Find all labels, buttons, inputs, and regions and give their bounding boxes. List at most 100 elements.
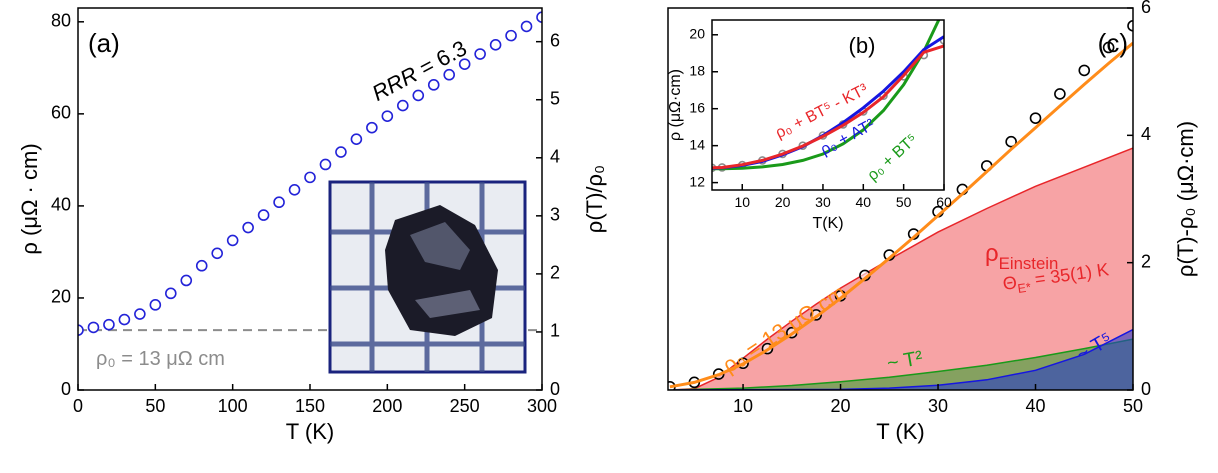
y2-tick-label: 6 <box>1141 0 1151 17</box>
y-tick-label: 12 <box>689 173 705 189</box>
data-point <box>443 68 456 81</box>
y-tick-label: 60 <box>51 103 71 123</box>
series-group <box>78 11 542 336</box>
series-group <box>668 20 1133 390</box>
annotation: (c) <box>1098 28 1128 58</box>
annotation: ρEinstein <box>985 240 1058 273</box>
annotation: (b) <box>849 33 876 58</box>
data-point <box>242 221 254 234</box>
data-point <box>1054 88 1066 100</box>
annotation-part: ρ₀ = 13 μΩ cm <box>96 348 225 370</box>
data-point <box>396 99 409 112</box>
data-point <box>78 324 84 336</box>
x-tick-label: 60 <box>936 194 952 210</box>
y2-tick-label: 4 <box>550 147 560 167</box>
area-fill <box>669 148 1133 390</box>
data-point <box>180 274 193 287</box>
data-point <box>520 20 533 33</box>
annotation: (a) <box>88 28 120 58</box>
data-point <box>335 146 347 158</box>
data-point <box>118 313 131 326</box>
x-tick-label: 10 <box>733 396 753 416</box>
data-point <box>288 183 301 196</box>
x-axis-label: T (K) <box>876 419 924 444</box>
y2-tick-label: 2 <box>1141 251 1151 271</box>
plot-frame <box>667 7 1134 391</box>
annotation: ρ₀ = 13 μΩ cm <box>96 348 225 370</box>
x-tick-label: 20 <box>775 194 791 210</box>
y-axis-label: ρ (μΩ · cm) <box>17 143 42 254</box>
data-point <box>273 196 285 209</box>
data-point <box>350 133 363 145</box>
y-tick-label: 0 <box>61 379 71 399</box>
x-tick-label: 50 <box>145 396 165 416</box>
data-point <box>474 48 486 60</box>
y2-axis-label: ρ(T)-ρ₀ (μΩ·cm) <box>1173 121 1198 277</box>
y-tick-label: 20 <box>51 287 71 307</box>
plot-frame <box>711 19 945 191</box>
data-point <box>226 234 239 247</box>
data-point <box>505 29 517 42</box>
data-point <box>319 158 332 171</box>
x-tick-label: 30 <box>928 396 948 416</box>
data-point <box>1029 112 1042 124</box>
data-point <box>304 171 316 184</box>
x-tick-label: 100 <box>218 396 248 416</box>
x-tick-label: 40 <box>856 194 872 210</box>
data-point <box>458 58 471 70</box>
fit-line <box>712 44 944 170</box>
area-line <box>668 328 1133 390</box>
y-axis-label: ρ (μΩ·cm) <box>667 69 684 141</box>
x-tick-label: 10 <box>734 194 750 210</box>
y2-tick-label: 0 <box>550 379 560 399</box>
data-point <box>103 318 115 331</box>
data-point <box>381 110 394 122</box>
data-point <box>87 321 100 334</box>
data-point <box>1102 41 1115 54</box>
fit-line <box>712 20 941 171</box>
data-point <box>257 209 270 221</box>
y2-tick-label: 0 <box>1141 379 1151 399</box>
x-tick-label: 50 <box>896 194 912 210</box>
x-tick-label: 40 <box>1026 396 1046 416</box>
y2-tick-label: 1 <box>550 321 560 341</box>
x-tick-label: 0 <box>73 396 83 416</box>
y-tick-label: 80 <box>51 11 71 31</box>
data-point <box>149 299 162 311</box>
data-point <box>1078 64 1091 77</box>
data-point <box>134 308 146 320</box>
fit-line <box>669 41 1133 389</box>
x-tick-label: 200 <box>372 396 402 416</box>
annotation-part: Θ <box>1001 272 1018 294</box>
y-tick-label: 20 <box>689 25 705 41</box>
y-tick-label: 40 <box>51 195 71 215</box>
series-group <box>712 20 944 173</box>
data-point <box>536 11 542 24</box>
x-tick-label: 300 <box>527 396 557 416</box>
data-point <box>412 89 425 102</box>
data-point <box>165 287 177 300</box>
y2-axis-label: ρ(T)/ρ₀ <box>582 165 607 233</box>
data-point <box>1127 20 1133 32</box>
y-tick-label: 14 <box>689 136 705 152</box>
y2-tick-label: 4 <box>1141 124 1151 144</box>
area-fill <box>668 329 1133 390</box>
y2-tick-label: 5 <box>550 88 560 108</box>
x-tick-label: 250 <box>450 396 480 416</box>
x-tick-label: 20 <box>831 396 851 416</box>
x-tick-label: 50 <box>1123 396 1143 416</box>
data-point <box>195 259 208 272</box>
annotation-part: (c) <box>1098 28 1128 58</box>
data-point <box>1005 135 1017 148</box>
data-point <box>211 247 223 260</box>
sample-photo <box>328 180 527 374</box>
annotation-part: Einstein <box>999 254 1059 273</box>
x-axis-label: T (K) <box>286 419 334 444</box>
area-line <box>668 338 1133 390</box>
annotation-part: ρ <box>985 240 999 267</box>
y2-tick-label: 3 <box>550 205 560 225</box>
x-tick-label: 30 <box>815 194 831 210</box>
y2-tick-label: 6 <box>550 30 560 50</box>
